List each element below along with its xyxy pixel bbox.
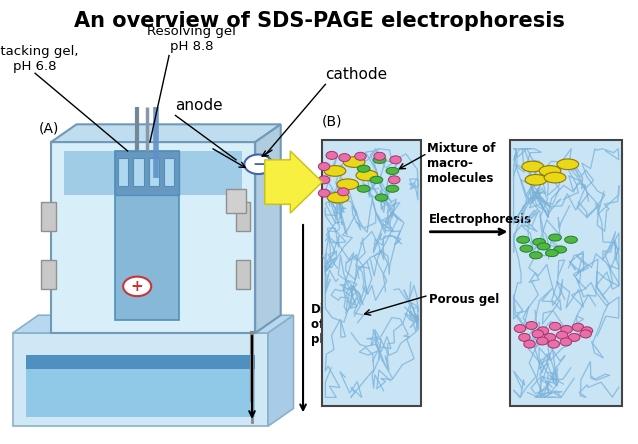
Ellipse shape [539, 166, 561, 176]
Circle shape [549, 322, 561, 330]
Bar [236, 202, 250, 231]
Ellipse shape [375, 194, 388, 201]
Ellipse shape [520, 245, 533, 252]
Text: Resolving gel
pH 8.8: Resolving gel pH 8.8 [147, 25, 236, 53]
Ellipse shape [549, 234, 561, 241]
Text: Electrophoresis: Electrophoresis [429, 213, 532, 226]
Circle shape [568, 333, 580, 341]
Text: Porous gel: Porous gel [429, 293, 499, 306]
Text: cathode: cathode [325, 67, 387, 82]
Circle shape [544, 333, 556, 341]
Ellipse shape [373, 156, 386, 163]
Polygon shape [265, 151, 322, 213]
Circle shape [318, 189, 330, 197]
Bar [236, 260, 250, 289]
Circle shape [389, 176, 400, 184]
Bar [41, 202, 56, 231]
Ellipse shape [545, 250, 558, 257]
Bar [164, 158, 174, 186]
Circle shape [514, 325, 526, 333]
Ellipse shape [522, 161, 544, 172]
Bar [510, 140, 622, 406]
Polygon shape [51, 142, 255, 333]
Circle shape [326, 151, 338, 159]
Circle shape [532, 330, 544, 338]
Ellipse shape [525, 174, 547, 185]
Polygon shape [64, 151, 242, 195]
Polygon shape [26, 369, 255, 417]
Polygon shape [26, 355, 255, 369]
Bar [133, 158, 144, 186]
Text: (A): (A) [38, 121, 59, 135]
Circle shape [561, 325, 572, 333]
Circle shape [580, 330, 591, 338]
Circle shape [123, 277, 151, 296]
Polygon shape [13, 333, 268, 426]
Polygon shape [115, 151, 179, 195]
Bar [226, 189, 246, 213]
Text: +: + [131, 279, 144, 294]
Circle shape [537, 337, 548, 345]
Text: Stacking gel,
pH 6.8: Stacking gel, pH 6.8 [0, 45, 78, 73]
Circle shape [390, 156, 401, 164]
Bar [149, 158, 159, 186]
Circle shape [374, 152, 385, 160]
Ellipse shape [554, 246, 567, 253]
Ellipse shape [324, 166, 346, 176]
Circle shape [524, 340, 535, 348]
Polygon shape [268, 315, 293, 426]
Bar [41, 260, 56, 289]
Bar [118, 158, 128, 186]
Circle shape [556, 331, 568, 339]
Circle shape [318, 176, 330, 184]
Circle shape [244, 155, 272, 174]
Ellipse shape [337, 179, 359, 190]
Polygon shape [255, 124, 281, 333]
Ellipse shape [327, 192, 349, 203]
Ellipse shape [370, 176, 383, 183]
Ellipse shape [537, 243, 550, 250]
Polygon shape [51, 124, 281, 142]
Text: (B): (B) [322, 115, 343, 129]
Text: Mixture of
macro-
molecules: Mixture of macro- molecules [427, 142, 496, 185]
Text: Direction
of electro-
phoresis: Direction of electro- phoresis [311, 303, 380, 345]
Ellipse shape [530, 252, 542, 259]
Ellipse shape [565, 236, 577, 243]
Ellipse shape [517, 236, 530, 243]
Polygon shape [13, 315, 293, 333]
Ellipse shape [386, 185, 399, 192]
Ellipse shape [356, 170, 378, 181]
Circle shape [338, 188, 349, 196]
Text: −: − [252, 157, 265, 172]
Circle shape [339, 154, 350, 162]
Circle shape [355, 152, 366, 160]
Circle shape [318, 163, 330, 170]
Text: An overview of SDS-PAGE electrophoresis: An overview of SDS-PAGE electrophoresis [73, 11, 565, 31]
Ellipse shape [343, 157, 365, 167]
Polygon shape [115, 151, 179, 320]
Ellipse shape [544, 172, 566, 183]
Circle shape [537, 327, 549, 335]
Circle shape [581, 327, 593, 335]
Ellipse shape [357, 165, 370, 172]
Circle shape [526, 321, 537, 329]
Ellipse shape [386, 167, 399, 174]
Text: anode: anode [175, 98, 223, 113]
Ellipse shape [357, 185, 370, 192]
Ellipse shape [557, 159, 579, 170]
Circle shape [548, 340, 560, 348]
Circle shape [560, 338, 572, 346]
Circle shape [519, 333, 530, 341]
Ellipse shape [533, 238, 545, 246]
Bar [322, 140, 421, 406]
Circle shape [572, 323, 584, 331]
